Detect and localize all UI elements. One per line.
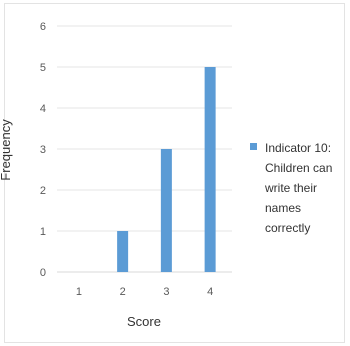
x-tick-label: 2 [120, 286, 126, 298]
bars [117, 67, 216, 272]
legend-line: write their [264, 181, 317, 195]
y-tick-label: 0 [40, 267, 46, 279]
y-axis-ticks: 0 1 2 3 4 5 6 [40, 21, 46, 279]
bar [160, 149, 172, 272]
x-axis-ticks: 1 2 3 4 [76, 286, 213, 298]
y-tick-label: 4 [40, 103, 46, 115]
chart-frame [4, 3, 345, 343]
y-tick-label: 5 [40, 62, 46, 74]
x-tick-label: 3 [163, 286, 169, 298]
legend-line: Children can [265, 161, 332, 175]
legend-line: correctly [265, 221, 310, 235]
legend-line: names [265, 201, 301, 215]
x-tick-label: 4 [207, 286, 213, 298]
y-tick-label: 2 [40, 185, 46, 197]
legend-label: Indicator 10: Children can write their name… [264, 141, 332, 235]
x-tick-label: 1 [76, 286, 82, 298]
legend: Indicator 10: Children can write their name… [250, 141, 332, 235]
y-tick-label: 6 [40, 21, 46, 33]
y-tick-label: 1 [40, 226, 46, 238]
legend-swatch [250, 143, 257, 150]
bar [204, 67, 216, 272]
bar [117, 231, 129, 272]
y-axis-title: Frequency [0, 119, 13, 181]
legend-line: Indicator 10: [265, 141, 331, 155]
x-axis-title: Score [127, 314, 161, 329]
gridlines [57, 25, 232, 273]
y-tick-label: 3 [40, 144, 46, 156]
